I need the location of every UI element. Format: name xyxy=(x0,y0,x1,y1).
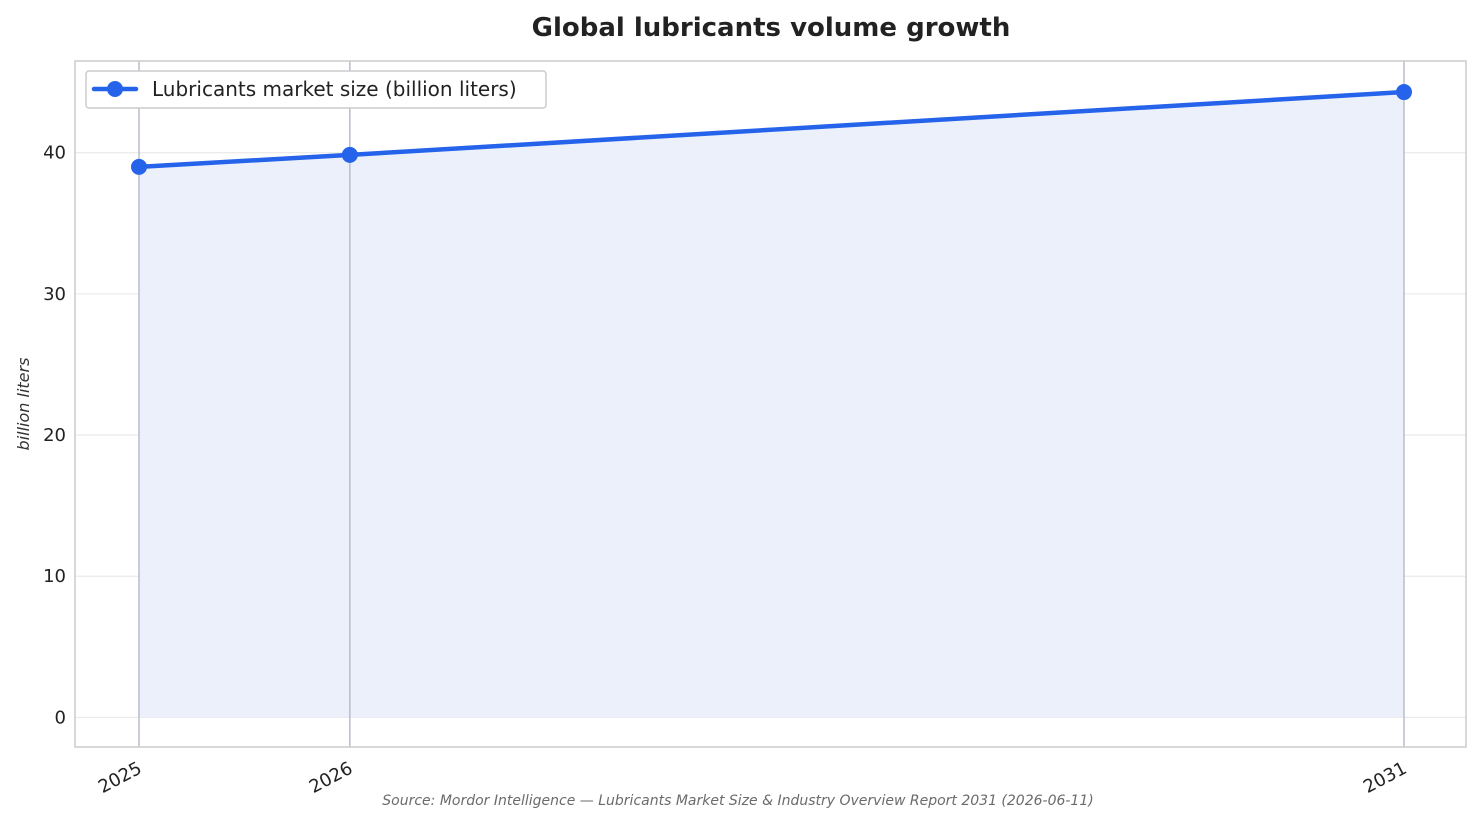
legend-marker-swatch xyxy=(107,81,123,97)
source-note: Source: Mordor Intelligence — Lubricants… xyxy=(382,793,1093,809)
plot-frame xyxy=(74,60,1467,748)
y-tick-label: 30 xyxy=(43,284,66,305)
data-point xyxy=(131,158,147,175)
legend-label: Lubricants market size (billion liters) xyxy=(152,77,517,101)
legend-box xyxy=(85,70,547,109)
y-tick-label: 40 xyxy=(43,143,66,164)
y-tick-layer: 0 10 20 30 40 xyxy=(43,143,66,729)
chart-title: Global lubricants volume growth xyxy=(532,13,1011,43)
x-tick-label: 2031 xyxy=(1360,758,1410,798)
y-tick-label: 0 xyxy=(55,707,66,728)
legend: Lubricants market size (billion liters) xyxy=(85,70,547,109)
vertical-marker-layer xyxy=(138,61,1405,747)
data-point xyxy=(341,146,358,163)
series-point-layer xyxy=(131,84,1412,175)
x-tick-label: 2026 xyxy=(306,758,356,798)
data-point xyxy=(1396,84,1412,101)
x-tick-label: 2025 xyxy=(95,758,145,798)
y-axis-label: billion liters xyxy=(14,358,33,451)
series-area-fill xyxy=(139,92,1404,718)
x-tick-layer: 2025 2026 2031 xyxy=(95,758,1410,798)
y-tick-label: 10 xyxy=(43,566,66,587)
y-tick-label: 20 xyxy=(43,425,66,446)
fill-layer xyxy=(139,92,1404,718)
